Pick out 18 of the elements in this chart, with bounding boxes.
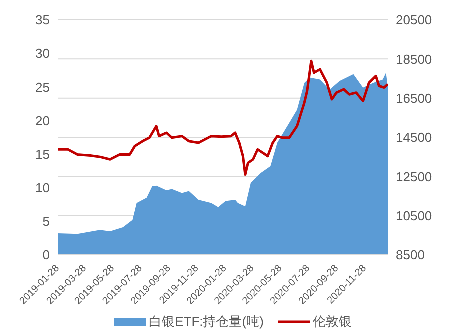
y-tick-label: 20 — [36, 113, 50, 128]
y2-tick-label: 12500 — [396, 169, 432, 184]
y-tick-label: 15 — [36, 146, 50, 162]
y-tick-label: 5 — [42, 214, 50, 230]
y-tick-label: 0 — [42, 248, 50, 263]
legend-label: 伦敦银 — [312, 313, 352, 331]
y2-tick-label: 10500 — [396, 208, 432, 224]
y2-tick-label: 20500 — [396, 12, 432, 28]
y-tick-label: 25 — [36, 80, 50, 95]
y2-tick-label: 8500 — [396, 248, 425, 263]
y-tick-label: 30 — [36, 46, 50, 62]
y2-tick-label: 14500 — [396, 130, 432, 146]
y-tick-label: 35 — [36, 12, 50, 28]
y2-tick-label: 18500 — [396, 52, 432, 67]
legend-label: 白银ETF:持仓量(吨) — [149, 313, 264, 331]
line-series — [58, 60, 388, 176]
y2-tick-label: 16500 — [396, 90, 432, 106]
y-tick-label: 10 — [36, 180, 50, 196]
